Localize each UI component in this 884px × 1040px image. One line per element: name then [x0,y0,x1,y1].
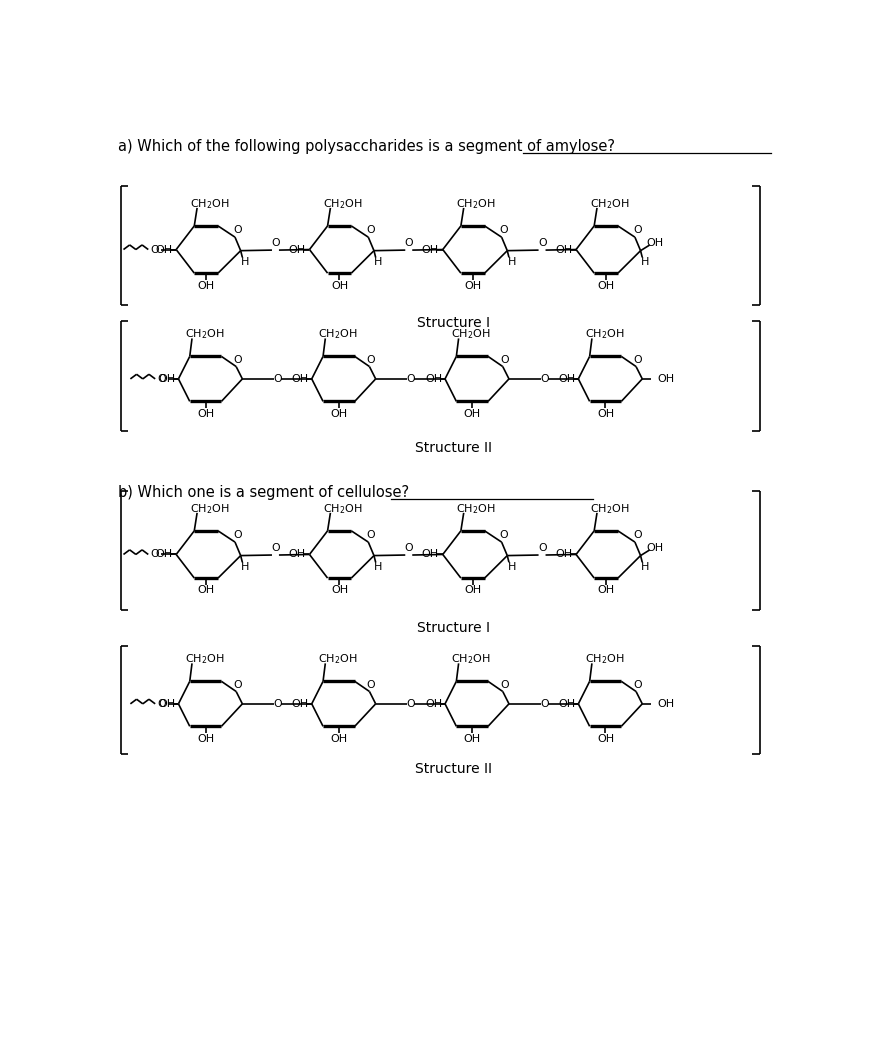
Text: O: O [150,244,159,255]
Text: O: O [273,699,282,709]
Text: O: O [366,226,375,235]
Text: H: H [507,257,516,267]
Text: OH: OH [197,733,214,744]
Text: O: O [500,355,508,365]
Text: O: O [407,699,415,709]
Text: H: H [374,562,383,572]
Text: CH$_2$OH: CH$_2$OH [456,502,496,516]
Text: OH: OH [657,699,674,709]
Text: O: O [367,679,376,690]
Text: O: O [499,226,508,235]
Text: O: O [233,530,241,540]
Text: O: O [407,374,415,384]
Text: CH$_2$OH: CH$_2$OH [190,502,229,516]
Text: CH$_2$OH: CH$_2$OH [456,198,496,211]
Text: CH$_2$OH: CH$_2$OH [451,328,491,341]
Text: O: O [157,374,165,384]
Text: OH: OH [197,409,214,419]
Text: O: O [499,530,508,540]
Text: CH$_2$OH: CH$_2$OH [318,652,357,667]
Text: O: O [366,530,375,540]
Text: O: O [273,374,282,384]
Text: OH: OH [464,586,481,596]
Text: O: O [633,679,642,690]
Text: H: H [641,257,649,267]
Text: CH$_2$OH: CH$_2$OH [590,502,629,516]
Text: Structure I: Structure I [416,316,490,330]
Text: O: O [540,374,549,384]
Text: OH: OH [198,281,215,290]
Text: CH$_2$OH: CH$_2$OH [584,652,624,667]
Text: O: O [233,226,241,235]
Text: CH$_2$OH: CH$_2$OH [451,652,491,667]
Text: O: O [405,238,414,249]
Text: OH: OH [288,549,306,560]
Text: H: H [507,562,516,572]
Text: CH$_2$OH: CH$_2$OH [590,198,629,211]
Text: OH: OH [555,549,572,560]
Text: CH$_2$OH: CH$_2$OH [584,328,624,341]
Text: O: O [233,355,242,365]
Text: O: O [538,238,547,249]
Text: OH: OH [425,699,442,709]
Text: OH: OH [464,281,481,290]
Text: O: O [538,543,547,553]
Text: OH: OH [198,586,215,596]
Text: O: O [271,238,280,249]
Text: O: O [633,226,642,235]
Text: CH$_2$OH: CH$_2$OH [185,328,225,341]
Text: OH: OH [156,244,172,255]
Text: CH$_2$OH: CH$_2$OH [318,328,357,341]
Text: b) Which one is a segment of cellulose?: b) Which one is a segment of cellulose? [118,486,409,500]
Text: O: O [233,679,242,690]
Text: CH$_2$OH: CH$_2$OH [323,502,362,516]
Text: OH: OH [292,374,309,384]
Text: O: O [405,543,414,553]
Text: O: O [500,679,508,690]
Text: OH: OH [657,374,674,384]
Text: H: H [641,562,649,572]
Text: O: O [367,355,376,365]
Text: H: H [241,257,249,267]
Text: O: O [271,543,280,553]
Text: O: O [150,549,159,560]
Text: OH: OH [647,238,664,249]
Text: OH: OH [422,549,438,560]
Text: OH: OH [463,409,481,419]
Text: OH: OH [288,244,306,255]
Text: OH: OH [331,733,347,744]
Text: OH: OH [598,586,614,596]
Text: OH: OH [156,549,172,560]
Text: O: O [633,530,642,540]
Text: H: H [374,257,383,267]
Text: OH: OH [292,699,309,709]
Text: OH: OH [597,409,614,419]
Text: OH: OH [597,733,614,744]
Text: CH$_2$OH: CH$_2$OH [190,198,229,211]
Text: O: O [540,699,549,709]
Text: H: H [241,562,249,572]
Text: O: O [633,355,642,365]
Text: OH: OH [559,374,575,384]
Text: Structure I: Structure I [416,621,490,634]
Text: CH$_2$OH: CH$_2$OH [185,652,225,667]
Text: CH$_2$OH: CH$_2$OH [323,198,362,211]
Text: Structure II: Structure II [415,762,492,776]
Text: Structure II: Structure II [415,441,492,456]
Text: OH: OH [158,699,176,709]
Text: a) Which of the following polysaccharides is a segment of amylose?: a) Which of the following polysaccharide… [118,139,615,154]
Text: OH: OH [331,281,348,290]
Text: OH: OH [422,244,438,255]
Text: OH: OH [598,281,614,290]
Text: OH: OH [647,543,664,553]
Text: OH: OH [555,244,572,255]
Text: OH: OH [463,733,481,744]
Text: OH: OH [331,409,347,419]
Text: O: O [157,699,165,709]
Text: OH: OH [158,374,176,384]
Text: OH: OH [331,586,348,596]
Text: OH: OH [425,374,442,384]
Text: OH: OH [559,699,575,709]
